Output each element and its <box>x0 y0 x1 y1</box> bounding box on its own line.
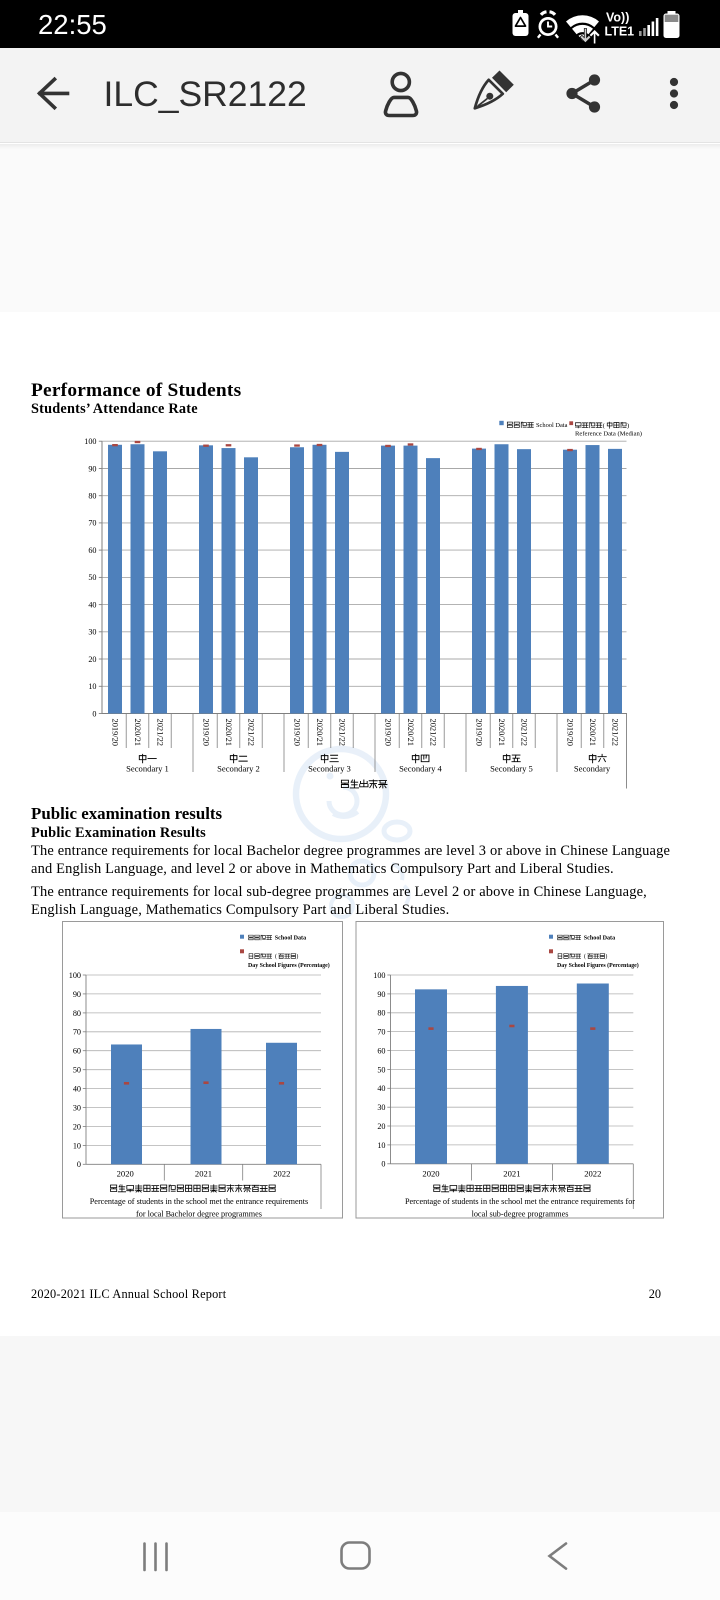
svg-text:30: 30 <box>88 628 96 637</box>
svg-text:local sub-degree programmes: local sub-degree programmes <box>472 1210 569 1219</box>
svg-text:2019/20: 2019/20 <box>383 719 392 746</box>
svg-text:90: 90 <box>88 464 96 473</box>
svg-text:50: 50 <box>73 1066 81 1075</box>
svg-text:Vo)): Vo)) <box>606 11 629 25</box>
svg-text:60: 60 <box>377 1046 385 1055</box>
svg-text:2020/21: 2020/21 <box>406 719 415 746</box>
svg-text:100: 100 <box>373 971 385 980</box>
svg-text:(: ( <box>275 953 277 960</box>
svg-text:50: 50 <box>88 573 96 582</box>
svg-text:Day School Figures (Percentage: Day School Figures (Percentage) <box>248 962 330 969</box>
svg-text:70: 70 <box>377 1028 385 1037</box>
svg-text:70: 70 <box>88 519 96 528</box>
svg-text:2021: 2021 <box>503 1169 520 1179</box>
svg-text:2020/21: 2020/21 <box>497 719 506 746</box>
svg-text:2020/21: 2020/21 <box>588 719 597 746</box>
svg-text:2020/21: 2020/21 <box>315 719 324 746</box>
svg-text:(: ( <box>603 422 606 429</box>
svg-text:60: 60 <box>88 546 96 555</box>
svg-text:Secondary 1: Secondary 1 <box>126 764 169 774</box>
svg-text:50: 50 <box>377 1065 385 1074</box>
svg-text:40: 40 <box>88 600 96 609</box>
svg-text:20: 20 <box>377 1122 385 1131</box>
svg-text:Secondary 5: Secondary 5 <box>490 764 533 774</box>
svg-text:40: 40 <box>377 1084 385 1093</box>
svg-text:2019/20: 2019/20 <box>201 719 210 746</box>
svg-text:10: 10 <box>88 682 96 691</box>
svg-text:2022: 2022 <box>584 1169 601 1179</box>
svg-text:for local Bachelor degree prog: for local Bachelor degree programmes <box>136 1210 262 1219</box>
svg-text:10: 10 <box>73 1141 81 1150</box>
svg-text:20: 20 <box>88 655 96 664</box>
svg-text:Percentage of students in the: Percentage of students in the school met… <box>405 1197 635 1206</box>
svg-text:2019/20: 2019/20 <box>110 719 119 746</box>
svg-text:Secondary 4: Secondary 4 <box>399 764 442 774</box>
svg-text:Secondary: Secondary <box>574 764 611 774</box>
svg-text:100: 100 <box>84 437 96 446</box>
svg-text:2020: 2020 <box>422 1169 439 1179</box>
svg-text:2021/22: 2021/22 <box>337 719 346 746</box>
svg-text:School Data: School Data <box>275 936 306 942</box>
svg-text:80: 80 <box>73 1009 81 1018</box>
svg-text:2021/22: 2021/22 <box>610 719 619 746</box>
svg-text:): ) <box>296 953 298 960</box>
svg-text:Reference Data (Median): Reference Data (Median) <box>575 430 642 437</box>
svg-text:10: 10 <box>377 1141 385 1150</box>
svg-text:90: 90 <box>377 990 385 999</box>
svg-text:Percentage of students in the: Percentage of students in the school met… <box>90 1197 308 1206</box>
svg-text:60: 60 <box>73 1047 81 1056</box>
svg-text:80: 80 <box>88 492 96 501</box>
svg-text:(: ( <box>584 953 586 960</box>
svg-text:2021: 2021 <box>195 1169 212 1179</box>
svg-text:40: 40 <box>73 1085 81 1094</box>
svg-text:2022: 2022 <box>273 1169 290 1179</box>
svg-text:2019/20: 2019/20 <box>474 719 483 746</box>
svg-text:2021/22: 2021/22 <box>428 719 437 746</box>
svg-text:School Data: School Data <box>584 936 615 942</box>
svg-text:2021/22: 2021/22 <box>155 719 164 746</box>
svg-text:0: 0 <box>381 1160 385 1169</box>
svg-text:School Data: School Data <box>536 422 568 429</box>
svg-text:2019/20: 2019/20 <box>292 719 301 746</box>
svg-text:2020/21: 2020/21 <box>224 719 233 746</box>
svg-text:Day School Figures (Percentage: Day School Figures (Percentage) <box>557 962 639 969</box>
svg-text:20: 20 <box>73 1122 81 1131</box>
svg-text:0: 0 <box>92 709 96 718</box>
svg-text:): ) <box>627 422 629 429</box>
svg-text:30: 30 <box>73 1103 81 1112</box>
svg-text:70: 70 <box>73 1028 81 1037</box>
svg-text:Secondary 2: Secondary 2 <box>217 764 260 774</box>
svg-text:100: 100 <box>69 971 81 980</box>
svg-text:90: 90 <box>73 990 81 999</box>
svg-text:2021/22: 2021/22 <box>246 719 255 746</box>
svg-text:): ) <box>605 953 607 960</box>
svg-text:2020: 2020 <box>117 1169 134 1179</box>
svg-text:LTE1: LTE1 <box>605 25 635 39</box>
svg-text:Secondary 3: Secondary 3 <box>308 764 351 774</box>
svg-text:2019/20: 2019/20 <box>565 719 574 746</box>
svg-text:2020/21: 2020/21 <box>133 719 142 746</box>
svg-text:30: 30 <box>377 1103 385 1112</box>
svg-text:80: 80 <box>377 1009 385 1018</box>
svg-text:0: 0 <box>77 1160 81 1169</box>
svg-text:2021/22: 2021/22 <box>519 719 528 746</box>
